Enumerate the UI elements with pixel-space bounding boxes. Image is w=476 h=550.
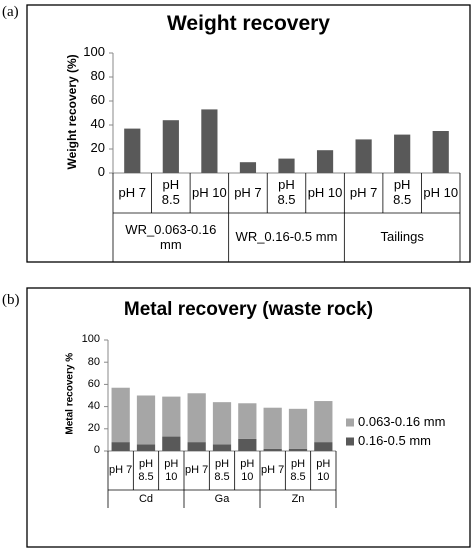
bar-segment (162, 436, 181, 451)
x-group-label: WR_0.063-0.16 mm (125, 221, 217, 252)
bar-segment (212, 444, 232, 451)
bar-segment (162, 396, 181, 437)
x-group-label: Tailings (380, 229, 424, 245)
bar-segment (111, 387, 130, 443)
x-tick-label: pH 7 (118, 184, 146, 200)
chart-title: Metal recovery (waste rock) (123, 299, 374, 320)
x-tick-label: pH 8.5 (393, 177, 412, 207)
legend-swatch (346, 437, 354, 446)
bar-segment (212, 402, 232, 445)
y-tick-label: 20 (87, 422, 100, 435)
bar (239, 162, 257, 173)
bar-segment (263, 448, 282, 451)
x-tick-label: pH 7 (109, 464, 133, 477)
bar (124, 128, 141, 173)
y-tick-label: 0 (93, 444, 100, 457)
y-tick-label: 40 (90, 116, 105, 132)
x-tick-label: pH 8.5 (138, 457, 154, 483)
x-group-label: Zn (291, 492, 305, 505)
x-tick-label: pH 7 (185, 464, 209, 477)
bar-segment (288, 408, 308, 449)
bar-segment (238, 438, 257, 451)
x-tick-label: pH 7 (234, 184, 262, 200)
y-tick-label: 80 (90, 68, 105, 84)
y-tick-label: 80 (87, 355, 100, 368)
x-tick-label: pH 7 (349, 184, 378, 200)
bar-segment (136, 444, 156, 451)
bar-segment (111, 442, 130, 451)
x-tick-label: pH 10 (316, 457, 331, 483)
bar (201, 109, 218, 173)
bar-segment (288, 448, 308, 451)
bar (162, 120, 179, 173)
bar (432, 131, 449, 173)
x-group-label: Ga (214, 492, 230, 505)
x-group-label: Cd (138, 492, 154, 505)
legend-swatch (346, 418, 354, 427)
x-tick-label: pH 10 (423, 184, 459, 200)
y-tick-label: 100 (83, 44, 105, 60)
bar (394, 134, 411, 173)
bar-segment (314, 401, 333, 443)
x-tick-label: pH 10 (307, 184, 343, 200)
bar-segment (187, 393, 206, 443)
bar (316, 150, 334, 173)
panel-frame (26, 287, 471, 548)
bar-segment (136, 395, 156, 445)
x-tick-label: pH 10 (192, 184, 227, 200)
x-group-label: WR_0.16-0.5 mm (235, 229, 338, 245)
bar-segment (238, 403, 257, 439)
y-tick-label: 20 (90, 140, 105, 156)
chart-title: Weight recovery (166, 12, 330, 35)
panel-frame (26, 4, 471, 263)
bar-segment (187, 442, 206, 451)
legend-label: 0.063-0.16 mm (358, 413, 446, 429)
y-tick-label: 100 (81, 333, 100, 346)
panel-label: (a) (2, 4, 19, 20)
y-tick-label: 0 (97, 164, 105, 180)
y-tick-label: 40 (87, 400, 100, 412)
x-tick-label: pH 10 (164, 457, 179, 483)
x-tick-label: pH 8.5 (277, 177, 296, 207)
panel-label: (b) (2, 292, 20, 308)
y-tick-label: 60 (87, 377, 100, 390)
bar (355, 139, 372, 173)
bar-segment (314, 442, 333, 451)
x-tick-label: pH 8.5 (214, 457, 230, 483)
bar (278, 158, 295, 173)
x-tick-label: pH 10 (240, 457, 255, 483)
x-tick-label: pH 7 (261, 464, 285, 477)
y-tick-label: 60 (90, 92, 105, 108)
bar-segment (263, 407, 282, 449)
x-tick-label: pH 8.5 (290, 457, 306, 483)
x-tick-label: pH 8.5 (161, 177, 180, 207)
legend-label: 0.16-0.5 mm (358, 432, 431, 448)
